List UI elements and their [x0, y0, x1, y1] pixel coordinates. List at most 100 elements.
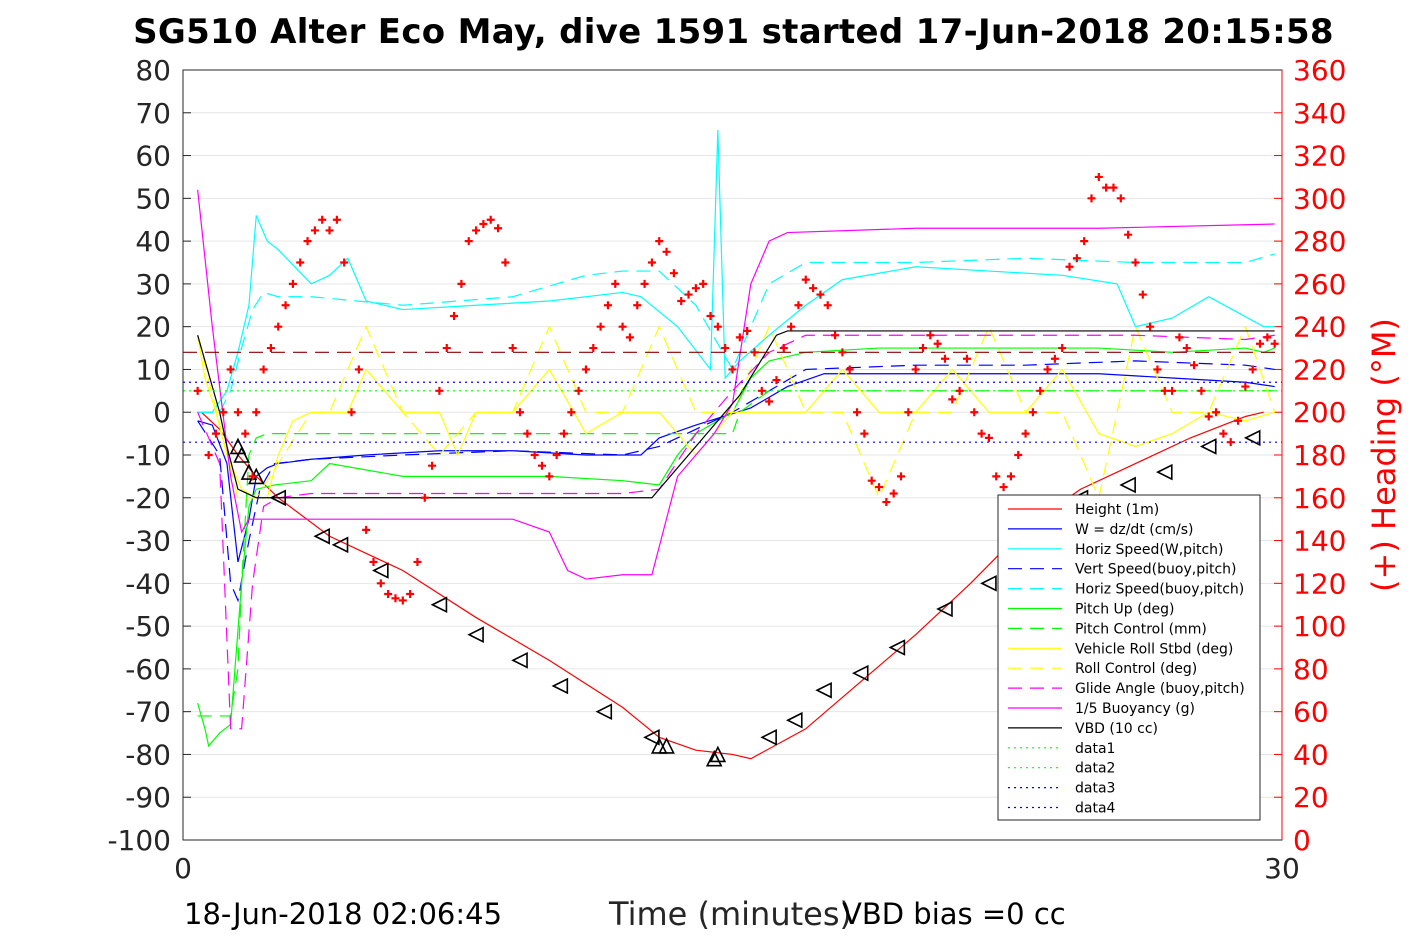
heading-point [728, 365, 737, 374]
legend-entry: data4 [1075, 801, 1116, 817]
y2-tick-label: 260 [1293, 268, 1346, 301]
series-line-10 [197, 189, 1275, 580]
y-tick-label: -70 [125, 696, 171, 729]
marker-triangle-left [888, 639, 906, 656]
x-axis-label: Time (minutes) [608, 895, 852, 933]
heading-point [955, 386, 964, 395]
y2-tick-label: 220 [1293, 353, 1346, 386]
heading-point [816, 290, 825, 299]
heading-point [259, 365, 268, 374]
heading-point [970, 408, 979, 417]
heading-point [428, 461, 437, 470]
y2-tick-label: 340 [1293, 97, 1346, 130]
y2-tick-label: 60 [1293, 696, 1329, 729]
y-tick-label: 10 [135, 353, 171, 386]
heading-point [1124, 230, 1133, 239]
heading-point [1014, 451, 1023, 459]
heading-point [559, 429, 568, 438]
marker-triangle-left [1119, 476, 1136, 494]
heading-point [962, 354, 971, 363]
legend-entry: Height (1m) [1075, 502, 1159, 518]
marker-triangle-left [980, 575, 997, 592]
marker-triangle-up [229, 437, 247, 455]
y-tick-label: 70 [135, 97, 171, 130]
heading-point [1241, 382, 1250, 391]
heading-point [940, 354, 949, 363]
heading-point [1021, 429, 1030, 438]
heading-point [420, 493, 429, 502]
y-tick-label: 30 [135, 268, 171, 301]
x-tick-label: 30 [1264, 852, 1300, 885]
heading-point [853, 408, 862, 417]
x-tick-label: 0 [174, 852, 192, 885]
heading-point [801, 275, 810, 284]
heading-point [743, 326, 752, 335]
heading-point [1072, 254, 1081, 263]
marker-triangle-left [785, 711, 803, 729]
heading-point [325, 226, 334, 235]
marker-triangle-up [658, 737, 675, 754]
heading-point [757, 386, 766, 395]
heading-point [332, 215, 341, 224]
heading-point [1226, 438, 1235, 447]
heading-point [699, 279, 708, 288]
legend-entry: Pitch Control (mm) [1075, 621, 1207, 637]
heading-point [735, 333, 744, 342]
legend-entry: data1 [1075, 741, 1115, 757]
heading-point [838, 348, 847, 357]
marker-triangle-left [936, 600, 953, 618]
legend-entry: Vert Speed(buoy,pitch) [1075, 562, 1237, 578]
heading-point [574, 386, 583, 395]
marker-triangle-left [1155, 463, 1173, 481]
chart-title-text: SG510 Alter Eco May, dive 1591 started 1… [133, 12, 1334, 52]
y-tick-label: 60 [135, 140, 171, 173]
heading-point [1256, 339, 1265, 348]
heading-point [464, 237, 473, 246]
y-tick-label: -60 [125, 653, 171, 686]
heading-point [274, 322, 283, 331]
heading-point [241, 429, 250, 438]
heading-point [1248, 365, 1257, 374]
heading-point [977, 429, 986, 438]
heading-point [845, 365, 854, 374]
y2-tick-label: 280 [1293, 225, 1346, 258]
heading-point [662, 247, 671, 256]
heading-point [823, 301, 832, 310]
heading-point [889, 489, 898, 498]
heading-point [391, 594, 400, 603]
heading-point [1050, 354, 1059, 363]
y-tick-label: -100 [107, 824, 171, 857]
heading-point [875, 483, 884, 492]
marker-triangle-left [511, 652, 528, 669]
heading-point [647, 258, 656, 267]
y2-tick-label: 360 [1293, 54, 1346, 87]
heading-point [1219, 429, 1228, 438]
heading-point [1175, 333, 1184, 342]
heading-point [589, 344, 598, 353]
heading-point [552, 451, 561, 459]
legend-entry: 1/5 Buoyancy (g) [1075, 701, 1195, 717]
footer-vbd-bias: VBD bias =0 cc [842, 897, 1066, 931]
heading-point [1270, 339, 1279, 348]
heading-point [1080, 237, 1089, 246]
heading-point [296, 258, 305, 267]
heading-point [523, 429, 532, 438]
heading-point [450, 311, 459, 320]
heading-point [204, 451, 213, 459]
heading-point [904, 408, 913, 417]
heading-point [266, 344, 275, 353]
heading-point [1043, 365, 1052, 374]
heading-point [1058, 344, 1067, 353]
legend-entry: VBD (10 cc) [1075, 721, 1158, 737]
series-line-2 [197, 129, 1275, 413]
heading-point [787, 322, 796, 331]
heading-point [219, 408, 228, 417]
legend-entry: Horiz Speed(W,pitch) [1075, 542, 1223, 558]
heading-point [999, 483, 1008, 492]
heading-point [625, 333, 634, 342]
marker-triangle-left [430, 596, 448, 614]
heading-point [457, 279, 466, 288]
y-tick-label: -80 [125, 738, 171, 771]
y2-tick-label: 80 [1293, 653, 1329, 686]
